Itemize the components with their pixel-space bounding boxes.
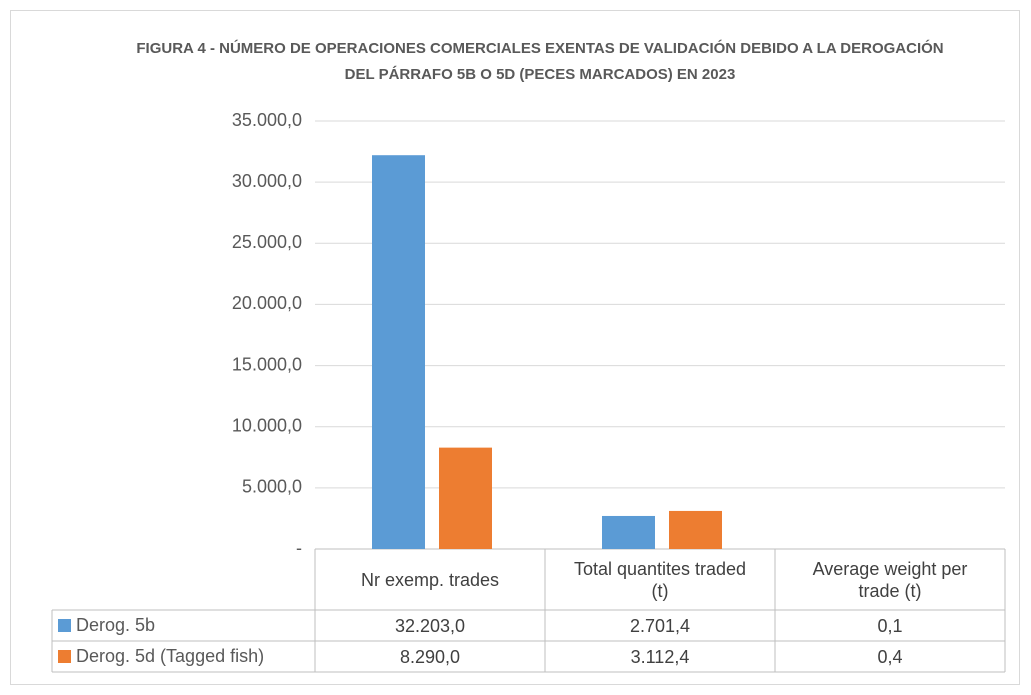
y-tick-label: 25.000,0 bbox=[232, 232, 302, 252]
table-value: 2.701,4 bbox=[629, 615, 691, 636]
legend-swatch bbox=[58, 619, 71, 632]
category-label: Total quantites traded (t) bbox=[573, 558, 747, 601]
chart-border bbox=[10, 10, 1020, 685]
category-label: Average weight per trade (t) bbox=[812, 558, 968, 601]
y-tick-label: - bbox=[296, 538, 302, 558]
legend-swatch bbox=[58, 650, 71, 663]
y-tick-label: 30.000,0 bbox=[232, 171, 302, 191]
bar bbox=[372, 155, 425, 549]
legend-label: Derog. 5d (Tagged fish) bbox=[76, 646, 264, 666]
table-value: 0,1 bbox=[877, 615, 903, 636]
bar bbox=[669, 510, 722, 549]
y-tick-label: 10.000,0 bbox=[232, 415, 302, 435]
bar bbox=[439, 447, 492, 549]
category-label: Nr exemp. trades bbox=[360, 569, 500, 590]
bar bbox=[602, 515, 655, 549]
y-tick-label: 35.000,0 bbox=[232, 110, 302, 130]
table-value: 3.112,4 bbox=[630, 646, 690, 667]
table-value: 0,4 bbox=[877, 646, 903, 667]
y-tick-label: 5.000,0 bbox=[242, 477, 302, 497]
chart-title: FIGURA 4 - NÚMERO DE OPERACIONES COMERCI… bbox=[136, 40, 944, 83]
y-tick-label: 20.000,0 bbox=[232, 293, 302, 313]
table-lines bbox=[51, 549, 1006, 673]
table-value: 32.203,0 bbox=[394, 615, 466, 636]
legend-label: Derog. 5b bbox=[76, 615, 155, 635]
table-value: 8.290,0 bbox=[399, 646, 461, 667]
y-tick-label: 15.000,0 bbox=[232, 354, 302, 374]
